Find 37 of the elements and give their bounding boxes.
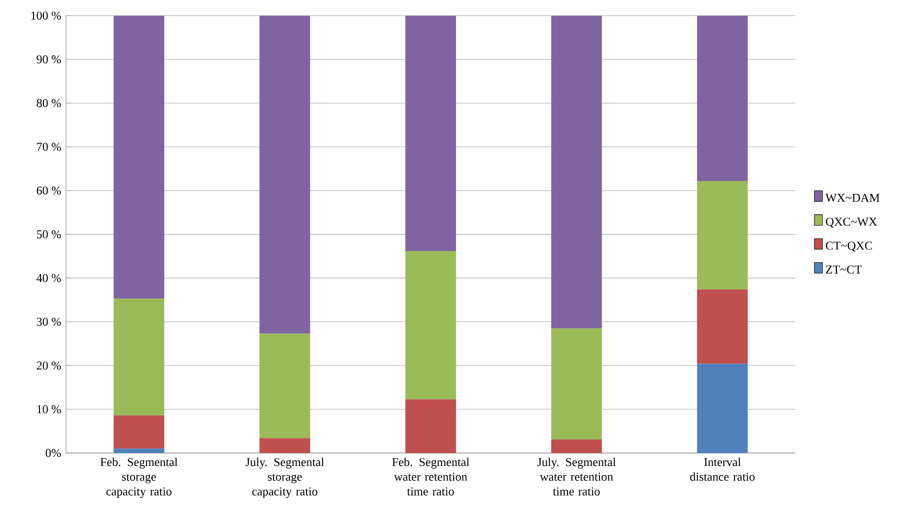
x-tick-label: July. Segmental storage capacity ratio [246,458,324,498]
bar [259,16,310,334]
legend-label: WX~DAM [825,194,880,202]
bar [551,439,602,453]
y-tick-label: 70 % [37,142,61,151]
y-tick-label: 50 % [36,230,61,238]
bar [697,16,748,181]
bar [114,16,164,299]
y-tick-label: 60 % [36,186,61,195]
bar [551,16,602,328]
bar [697,289,748,364]
bar [259,334,310,438]
bar [551,328,602,440]
x-tick-label: Feb. Segmental storage capacity ratio [100,458,178,498]
x-tick-label: Interval distance ratio [690,458,755,481]
x-tick-label: July. Segmental water retention time ratio [537,458,616,496]
y-tick-label: 100 % [31,12,61,20]
y-tick-label: 0% [46,448,61,458]
y-tick-label: 30 % [36,318,61,326]
bar [697,364,748,453]
legend-label: ZT~CT [826,266,862,274]
bar [405,16,456,251]
legend-label: CT~QXC [826,242,872,252]
bar [405,399,456,453]
legend-label: QXC~WX [826,218,877,228]
bar [259,438,310,453]
bar [697,180,748,290]
y-tick-label: 10 % [37,405,61,414]
bar [114,298,164,416]
bar [114,415,164,449]
y-tick-label: 80 % [36,99,61,108]
y-tick-label: 20 % [36,361,61,370]
bar [405,250,456,400]
bar [114,448,164,453]
x-tick-label: Feb. Segmental water retention time ratio [392,458,470,496]
y-tick-label: 90 % [36,55,61,64]
y-tick-label: 40 % [36,274,61,282]
